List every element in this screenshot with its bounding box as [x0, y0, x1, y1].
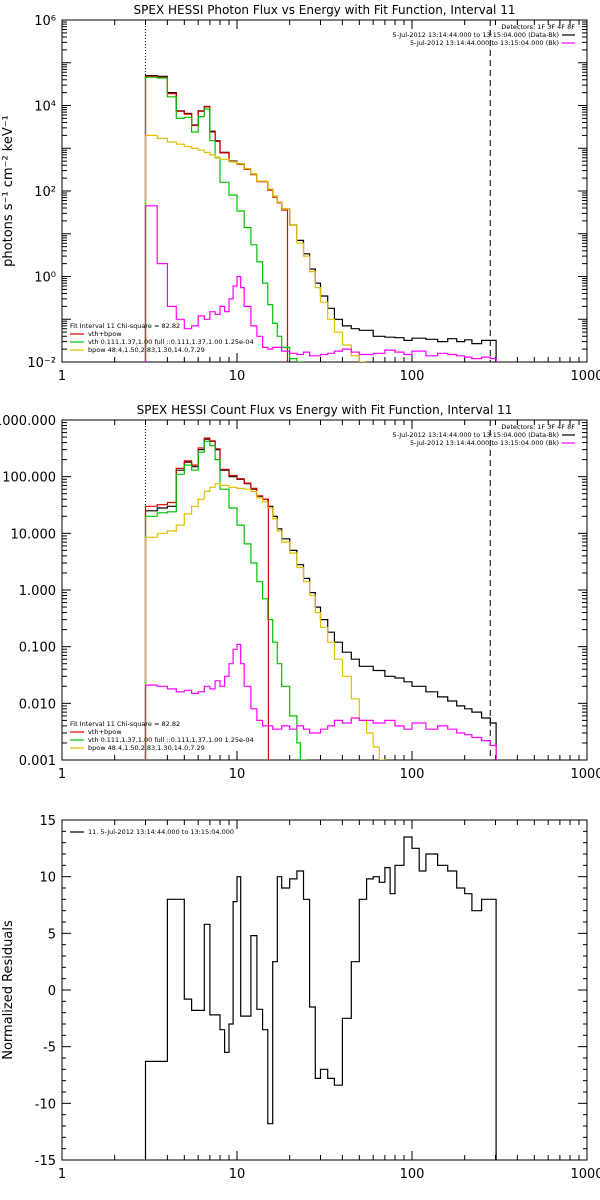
series-line-5: [144, 643, 497, 760]
x-tick-label: 1000: [570, 369, 600, 384]
y-axis-label: photons s⁻¹ cm⁻² keV⁻¹: [1, 115, 16, 267]
x-tick-label: 1000: [570, 767, 600, 782]
y-tick-label: 10.000: [11, 527, 57, 542]
chart-title: SPEX HESSI Count Flux vs Energy with Fit…: [137, 403, 513, 417]
series-line-1: [144, 836, 497, 1160]
detectors-label: Detectors: 1F 3F 4F 8F: [501, 423, 575, 431]
y-tick-label: 10²: [34, 185, 56, 200]
x-tick-label: 1: [58, 369, 66, 384]
chart-panel-1: 1 10 100 1000 10⁻² 10⁰ 10² 10⁴ 10⁶ SPEX HESSI Pho…: [1, 3, 600, 384]
legend-entry: bpow 48.4,1.50,2.83,1.30,14.0,7.29: [88, 346, 205, 354]
chart-panel-2: 1 10 100 1000 0.001 0.010 0.100 1.000 10.000 100.…: [0, 403, 600, 782]
y-tick-label: -10: [35, 1097, 56, 1112]
header-entry: 5-Jul-2012 13:14:44.000 to 13:15:04.000 …: [392, 31, 559, 39]
series-line-3: [144, 76, 304, 362]
x-tick-label: 1: [58, 767, 66, 782]
header-entry: 5-Jul-2012 13:14:44.000 to 13:15:04.000 …: [410, 39, 559, 47]
series-group: [144, 437, 497, 760]
legend-entry: vth+bpow: [88, 728, 122, 736]
series-line-4: [144, 483, 386, 760]
y-tick-label: -15: [35, 1154, 56, 1169]
legend-entry: bpow 48.4,1.50,2.83,1.30,14.0,7.29: [88, 744, 205, 752]
y-tick-label: 0.010: [19, 697, 56, 712]
x-tick-label: 10: [229, 1167, 246, 1182]
series-line-4: [144, 134, 366, 362]
series-line-2: [144, 437, 269, 760]
y-tick-label: 10⁶: [34, 14, 56, 29]
y-tick-label: 15: [39, 814, 56, 829]
x-tick-label: 100: [400, 767, 425, 782]
legend-entry: vth 0.111,1.37,1.00 full ::0.111,1.37,1.…: [88, 736, 254, 744]
detectors-label: Detectors: 1F 3F 4F 8F: [501, 23, 575, 31]
header-entry: 5-Jul-2012 13:14:44.000 to 13:15:04.000 …: [410, 439, 559, 447]
x-tick-label: 1000: [570, 1167, 600, 1182]
series-line-2: [144, 75, 289, 362]
chart-title: SPEX HESSI Photon Flux vs Energy with Fi…: [134, 3, 516, 17]
legend-entry: Fit Interval 11 Chi-square = 82.82: [70, 720, 180, 728]
legend-entry: 11. 5-Jul-2012 13:14:44.000 to 13:15:04.…: [88, 828, 234, 836]
y-tick-label: 1000.000: [0, 414, 56, 429]
x-tick-label: 1: [58, 1167, 66, 1182]
y-tick-label: 0: [48, 984, 56, 999]
y-tick-label: 5: [48, 927, 56, 942]
series-group: [144, 75, 497, 362]
chart-panel-3: 1 10 100 1000 -15 -10 -5 0 5 10 15 Normalized Resid…: [1, 814, 600, 1182]
series-group: [144, 836, 497, 1160]
x-tick-label: 100: [400, 1167, 425, 1182]
y-tick-label: 10⁰: [34, 271, 56, 286]
y-axis-label: Normalized Residuals: [1, 920, 16, 1060]
y-tick-label: 0.001: [19, 754, 56, 769]
x-tick-label: 10: [229, 767, 246, 782]
plot-frame: [61, 819, 588, 1161]
y-tick-label: 10⁻²: [27, 356, 56, 371]
y-tick-label: 10⁴: [34, 100, 56, 115]
series-line-3: [144, 440, 307, 760]
header-entry: 5-Jul-2012 13:14:44.000 to 13:15:04.000 …: [392, 431, 559, 439]
plot-frame: [61, 419, 588, 761]
y-tick-label: 100.000: [2, 471, 56, 486]
y-tick-label: 10: [39, 871, 56, 886]
legend-entry: vth+bpow: [88, 330, 122, 338]
x-tick-label: 100: [400, 369, 425, 384]
y-tick-label: -5: [43, 1041, 56, 1056]
legend-entry: vth 0.111,1.37,1.00 full ::0.111,1.37,1.…: [88, 338, 254, 346]
legend-entry: Fit Interval 11 Chi-square = 82.82: [70, 322, 180, 330]
y-tick-label: 0.100: [19, 641, 56, 656]
series-line-5: [144, 205, 497, 362]
plot-frame: [61, 19, 588, 363]
x-tick-label: 10: [229, 369, 246, 384]
y-tick-label: 1.000: [19, 584, 56, 599]
series-line-1: [144, 438, 497, 760]
